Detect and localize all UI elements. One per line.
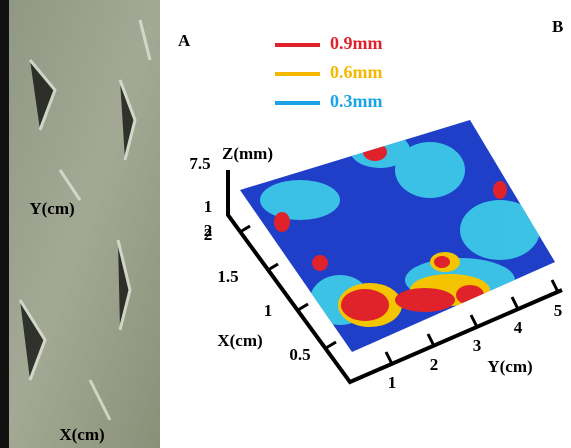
figure: A Y(cm) X(cm) B 0.9mm 0.6mm 0.3mm Z(mm) X(…	[0, 0, 571, 448]
x-tick	[268, 264, 278, 270]
y-tick-label: 4	[514, 318, 523, 337]
legend: 0.9mm 0.6mm 0.3mm	[275, 33, 383, 111]
axis-label: Y(cm)	[29, 199, 74, 218]
y-tick	[428, 334, 434, 346]
y-tick-label: 3	[473, 336, 482, 355]
y-tick	[512, 297, 518, 309]
x-tick	[326, 342, 336, 348]
y-tick-label: 1	[388, 373, 397, 392]
y-tick	[386, 352, 392, 364]
x-tick-label: 0.5	[289, 345, 310, 364]
axis-label: Z(mm)	[222, 144, 273, 163]
photo-edge	[0, 0, 9, 448]
surface	[230, 110, 560, 360]
axis-label: X(cm)	[217, 331, 262, 350]
y-tick	[552, 280, 558, 292]
panel-label: A	[178, 31, 191, 50]
axis-label: X(cm)	[59, 425, 104, 444]
axis-label: Y(cm)	[487, 357, 532, 376]
z-tick-label: 7.5	[189, 154, 210, 173]
panel-label: B	[552, 17, 563, 36]
x-tick-label: 2	[204, 225, 213, 244]
legend-label: 0.9mm	[330, 33, 383, 53]
legend-label: 0.3mm	[330, 91, 383, 111]
panel-b: B 0.9mm 0.6mm 0.3mm Z(mm) X(cm) Y(cm) 7.5 1…	[189, 17, 563, 392]
x-tick-label: 1.5	[217, 267, 238, 286]
z-tick-label: 1	[204, 197, 213, 216]
y-tick	[471, 315, 477, 327]
legend-label: 0.6mm	[330, 62, 383, 82]
y-tick-label: 2	[430, 355, 439, 374]
x-tick-label: 1	[264, 301, 273, 320]
y-tick-label: 5	[554, 301, 563, 320]
x-tick	[298, 304, 308, 310]
panel-a: A Y(cm) X(cm)	[0, 0, 191, 448]
x-tick	[240, 226, 250, 232]
photo	[0, 0, 160, 448]
